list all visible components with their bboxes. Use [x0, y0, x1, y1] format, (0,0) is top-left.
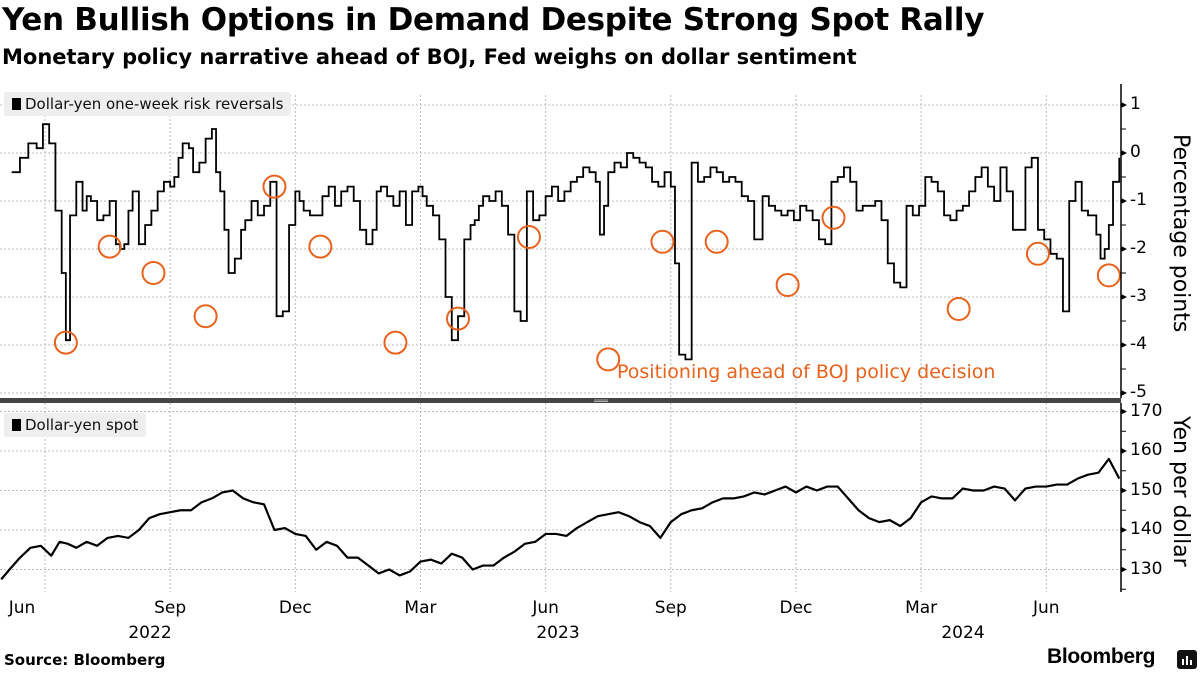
- lower-y-axis-title: Yen per dollar: [1168, 416, 1193, 567]
- highlight-circle: [193, 304, 218, 329]
- x-tick-label: Dec: [278, 598, 312, 618]
- legend-swatch: [12, 419, 21, 431]
- upper-y-tick-label: -3: [1130, 286, 1147, 306]
- x-tick-label: Jun: [8, 598, 36, 618]
- y-tick-major: [1121, 246, 1127, 252]
- highlight-circle: [446, 306, 471, 331]
- y-tick-major: [1121, 342, 1127, 348]
- upper-y-tick-label: -4: [1130, 334, 1147, 354]
- x-tick-label: Jun: [532, 598, 559, 618]
- boj-annotation: Positioning ahead of BOJ policy decision: [617, 361, 996, 383]
- risk-reversal-line: [11, 123, 1121, 361]
- legend-risk-reversals: Dollar-yen one-week risk reversals: [4, 92, 292, 116]
- y-tick-major: [1121, 150, 1127, 156]
- y-tick-major: [1121, 408, 1127, 415]
- highlight-circle: [383, 330, 408, 355]
- highlight-circle: [262, 174, 287, 199]
- highlight-circle: [821, 205, 846, 230]
- bloomberg-logo: Bloomberg: [1047, 645, 1156, 668]
- x-tick-label: Sep: [654, 598, 687, 618]
- bloomberg-chart-icon: [1177, 650, 1197, 669]
- chart-subtitle: Monetary policy narrative ahead of BOJ, …: [2, 45, 857, 69]
- upper-y-axis-title: Percentage points: [1168, 134, 1193, 333]
- legend-label: Dollar-yen one-week risk reversals: [25, 95, 284, 113]
- highlight-circle: [775, 273, 800, 297]
- highlight-circle: [1096, 263, 1121, 288]
- legend-swatch: [12, 98, 21, 110]
- lower-y-tick-label: 150: [1130, 479, 1163, 500]
- x-year-label: 2022: [128, 623, 172, 643]
- highlight-circle: [650, 229, 675, 254]
- y-tick-major: [1121, 448, 1127, 454]
- panel-divider: [0, 398, 1121, 403]
- y-tick-major: [1121, 527, 1127, 533]
- y-tick-major: [1121, 198, 1127, 204]
- y-tick-major: [1121, 566, 1127, 573]
- highlight-circle: [704, 229, 729, 254]
- x-year-label: 2024: [941, 623, 985, 643]
- legend-label: Dollar-yen spot: [25, 416, 139, 434]
- y-tick-major: [1121, 390, 1127, 396]
- x-tick-label: Jun: [1032, 598, 1060, 618]
- x-tick-label: Dec: [779, 598, 813, 618]
- upper-y-tick-label: -2: [1130, 238, 1147, 258]
- highlight-circle: [97, 234, 122, 259]
- lower-y-tick-label: 160: [1130, 440, 1163, 460]
- risk-reversal-series: [11, 123, 1121, 361]
- upper-y-tick-label: -1: [1130, 190, 1147, 210]
- highlight-circle: [308, 234, 333, 259]
- y-tick-major: [1121, 487, 1127, 494]
- highlight-circle: [946, 297, 971, 321]
- spot-series: [0, 457, 1121, 581]
- highlight-circle: [141, 261, 166, 285]
- axes: [0, 84, 1127, 592]
- y-tick-major: [1121, 294, 1127, 300]
- highlight-circle: [1025, 241, 1050, 266]
- lower-y-tick-label: 140: [1130, 519, 1163, 539]
- lower-y-tick-label: 130: [1130, 558, 1163, 579]
- highlight-circle: [516, 225, 541, 249]
- source-note: Source: Bloomberg: [4, 651, 166, 669]
- highlight-circle: [53, 330, 78, 355]
- upper-y-tick-label: -5: [1130, 382, 1147, 402]
- boj-highlight-circles: [53, 174, 1121, 372]
- x-tick-label: Mar: [404, 598, 437, 618]
- lower-y-tick-label: 170: [1130, 400, 1163, 421]
- x-year-label: 2023: [536, 623, 580, 643]
- upper-y-tick-label: 0: [1130, 142, 1141, 162]
- upper-y-tick-label: 1: [1130, 94, 1141, 114]
- chart-title: Yen Bullish Options in Demand Despite St…: [2, 2, 985, 38]
- spot-line: [0, 457, 1121, 581]
- x-tick-label: Sep: [154, 598, 187, 618]
- x-tick-label: Mar: [905, 598, 938, 618]
- highlight-circle: [596, 347, 621, 372]
- y-tick-major: [1121, 102, 1127, 108]
- gridlines: [0, 95, 1121, 592]
- legend-spot: Dollar-yen spot: [4, 413, 147, 437]
